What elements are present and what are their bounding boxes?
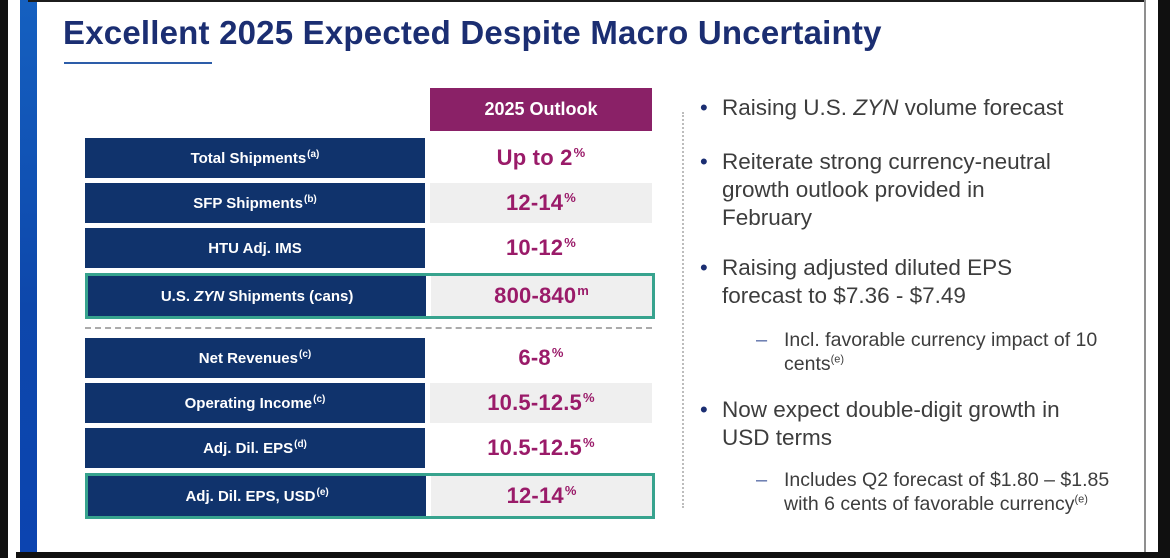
title-underline [64,62,212,64]
sub-bullet-text: Incl. favorable currency impact of 10 ce… [784,329,1098,375]
blue-accent-bar [20,0,37,558]
row-label-cell: Net Revenues(c) [85,338,425,378]
outlook-table: 2025 Outlook Total Shipments(a) Up to 2%… [85,88,655,524]
table-header-row: 2025 Outlook [85,88,655,131]
row-label-cell: Adj. Dil. EPS, USD(e) [88,476,427,516]
right-black-border [1158,0,1170,558]
slide-right-edge-line [1144,0,1146,558]
bullet-text: Raising adjusted diluted EPS forecast to… [722,255,1013,308]
unit-marker: % [564,234,577,250]
unit-marker: % [573,144,586,160]
sub-bullet-dash: – [756,329,768,351]
row-label: Adj. Dil. EPS, USD(e) [185,486,329,505]
sub-bullet-dash: – [756,469,768,491]
table-row: SFP Shipments(b) 12-14% [85,183,655,223]
row-value: 800-840m [494,282,590,308]
row-label-cell: SFP Shipments(b) [85,183,425,223]
row-value: 10-12% [505,234,577,260]
bullet-dot: • [700,397,708,422]
row-value: 12-14% [505,189,577,215]
bullet-item: • Raising U.S. ZYN volume forecast [700,94,1160,122]
bullet-text: Now expect double-digit growth in USD te… [722,397,1060,450]
footnote-marker: (e) [830,353,845,366]
row-label: U.S. ZYN Shipments (cans) [160,287,354,305]
bullet-item: • Reiterate strong currency-neutral grow… [700,148,1160,232]
footnote-marker: (d) [294,438,307,450]
table-row: HTU Adj. IMS 10-12% [85,228,655,268]
row-value-cell: 10.5-12.5% [430,383,652,423]
row-label: SFP Shipments(b) [193,193,317,212]
row-value-cell: 10.5-12.5% [430,428,652,468]
row-value-cell: 800-840m [431,276,652,316]
unit-marker: % [583,434,595,450]
table-row: Total Shipments(a) Up to 2% [85,138,655,178]
bullet-dot: • [700,95,708,120]
row-label-cell: U.S. ZYN Shipments (cans) [88,276,427,316]
footnote-marker: (c) [298,348,312,360]
footnote-marker: (e) [316,486,329,498]
vertical-dotted-divider [682,112,684,508]
row-label-cell: HTU Adj. IMS [85,228,425,268]
row-label-cell: Total Shipments(a) [85,138,425,178]
bullet-dot: • [700,255,708,280]
row-value-cell: 10-12% [430,228,652,268]
row-value: 10.5-12.5% [487,389,595,415]
column-header-2025-outlook: 2025 Outlook [430,88,652,131]
row-value: 12-14% [506,482,577,508]
bullet-dot: • [700,149,708,174]
commentary-panel: • Raising U.S. ZYN volume forecast • Rei… [700,94,1160,538]
bullet-text: Reiterate strong currency-neutral growth… [722,149,1051,230]
row-label: HTU Adj. IMS [208,239,302,257]
row-label-cell: Operating Income(c) [85,383,425,423]
table-row: Net Revenues(c) 6-8% [85,338,655,378]
row-label: Adj. Dil. EPS(d) [203,438,307,457]
row-label-cell: Adj. Dil. EPS(d) [85,428,425,468]
row-value-cell: 12-14% [430,183,652,223]
footnote-marker: (c) [313,393,326,405]
row-value-cell: 12-14% [431,476,652,516]
slide-title: Excellent 2025 Expected Despite Macro Un… [63,14,882,51]
unit-marker: % [551,344,564,360]
row-label: Operating Income(c) [184,393,326,412]
footnote-marker: (b) [303,193,317,205]
footnote-marker: (a) [307,148,320,160]
row-value: 10.5-12.5% [487,434,595,460]
row-value: 6-8% [518,344,564,370]
unit-marker: % [564,189,577,205]
row-label: Total Shipments(a) [190,148,320,167]
unit-marker: m [577,282,590,298]
sub-bullet-text: Includes Q2 forecast of $1.80 – $1.85 wi… [784,469,1110,515]
dashed-separator [85,327,652,329]
bullet-item: • Now expect double-digit growth in USD … [700,396,1160,452]
footnote-marker: (e) [1074,493,1088,506]
left-black-border [0,0,8,558]
table-row-highlighted-zyn: U.S. ZYN Shipments (cans) 800-840m [85,273,655,319]
unit-marker: % [583,389,595,405]
sub-bullet-item: – Includes Q2 forecast of $1.80 – $1.85 … [700,468,1160,516]
unit-marker: % [564,482,577,498]
top-border-line [28,0,1144,2]
bullet-item: • Raising adjusted diluted EPS forecast … [700,254,1160,310]
bullet-text: Raising U.S. ZYN volume forecast [722,95,1064,120]
row-value-cell: Up to 2% [430,138,652,178]
row-value-cell: 6-8% [430,338,652,378]
sub-bullet-item: – Incl. favorable currency impact of 10 … [700,328,1160,376]
row-label: Net Revenues(c) [198,348,312,367]
row-value: Up to 2% [496,144,586,170]
table-row: Operating Income(c) 10.5-12.5% [85,383,655,423]
table-row: Adj. Dil. EPS(d) 10.5-12.5% [85,428,655,468]
header-spacer [85,88,425,131]
bottom-black-border [16,552,1170,558]
table-row-highlighted-eps-usd: Adj. Dil. EPS, USD(e) 12-14% [85,473,655,519]
